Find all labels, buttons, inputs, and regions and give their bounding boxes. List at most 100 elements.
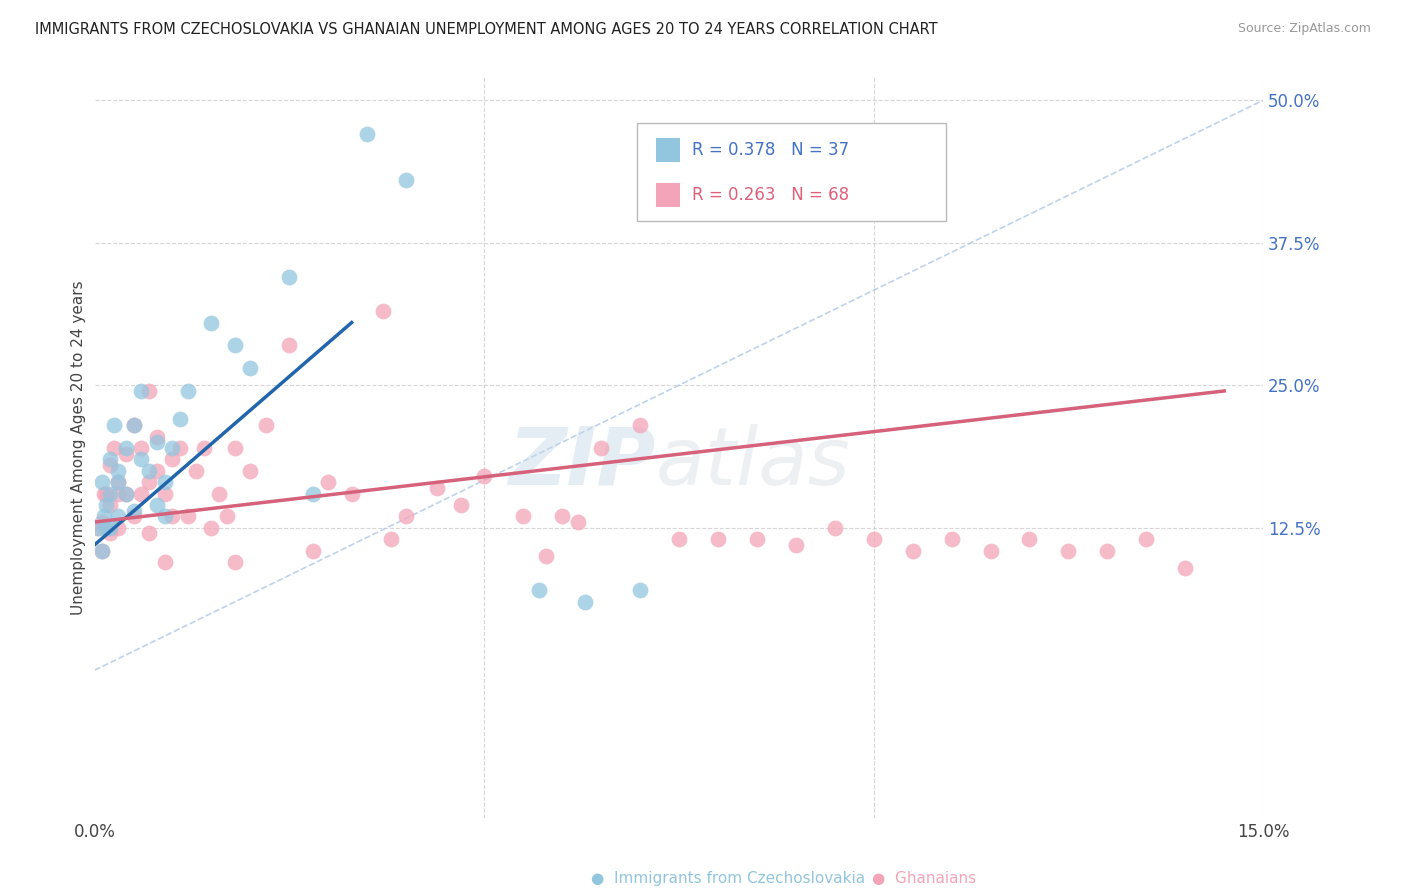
Point bbox=[122, 503, 145, 517]
Point bbox=[301, 486, 323, 500]
Point bbox=[91, 543, 114, 558]
Point bbox=[93, 486, 115, 500]
Point bbox=[589, 441, 612, 455]
Point bbox=[114, 486, 136, 500]
Point bbox=[107, 475, 129, 490]
Point bbox=[472, 469, 495, 483]
Point bbox=[153, 509, 176, 524]
Text: R = 0.263   N = 68: R = 0.263 N = 68 bbox=[692, 186, 849, 204]
Point bbox=[536, 549, 558, 564]
Point bbox=[527, 583, 550, 598]
Point bbox=[668, 532, 690, 546]
Point bbox=[1174, 560, 1197, 574]
Point bbox=[146, 429, 169, 443]
Point bbox=[138, 475, 160, 490]
Point bbox=[193, 441, 215, 455]
Point bbox=[107, 464, 129, 478]
Point bbox=[98, 526, 121, 541]
Point bbox=[1097, 543, 1119, 558]
Point bbox=[239, 361, 262, 376]
Point bbox=[91, 515, 114, 529]
Point bbox=[91, 543, 114, 558]
Text: Source: ZipAtlas.com: Source: ZipAtlas.com bbox=[1237, 22, 1371, 36]
Point bbox=[131, 441, 153, 455]
Point bbox=[103, 441, 125, 455]
Point bbox=[169, 412, 191, 426]
Text: ●  Immigrants from Czechoslovakia: ● Immigrants from Czechoslovakia bbox=[591, 871, 865, 886]
Point bbox=[107, 509, 129, 524]
Point bbox=[98, 486, 121, 500]
Point bbox=[169, 441, 191, 455]
Point bbox=[138, 526, 160, 541]
Point bbox=[551, 509, 574, 524]
Point bbox=[96, 486, 118, 500]
Point bbox=[177, 384, 200, 398]
Point bbox=[215, 509, 238, 524]
Point bbox=[862, 532, 884, 546]
Point bbox=[162, 452, 184, 467]
Point bbox=[745, 532, 768, 546]
Point bbox=[254, 418, 277, 433]
Point bbox=[98, 521, 121, 535]
Point bbox=[138, 384, 160, 398]
Point bbox=[278, 269, 301, 284]
Point bbox=[146, 464, 169, 478]
Point bbox=[1135, 532, 1157, 546]
Point bbox=[567, 515, 589, 529]
Point bbox=[340, 486, 363, 500]
Point bbox=[114, 486, 136, 500]
Point bbox=[278, 338, 301, 352]
Point bbox=[1057, 543, 1080, 558]
Point bbox=[512, 509, 534, 524]
Point bbox=[98, 452, 121, 467]
Point bbox=[131, 452, 153, 467]
Point bbox=[628, 583, 651, 598]
Point bbox=[131, 384, 153, 398]
Point bbox=[138, 464, 160, 478]
Point bbox=[628, 418, 651, 433]
Point bbox=[1018, 532, 1040, 546]
Point bbox=[131, 486, 153, 500]
Point bbox=[107, 475, 129, 490]
Point bbox=[87, 521, 110, 535]
Point bbox=[824, 521, 846, 535]
Point bbox=[450, 498, 472, 512]
Point bbox=[574, 595, 596, 609]
Point bbox=[707, 532, 730, 546]
Point bbox=[122, 509, 145, 524]
Point bbox=[107, 486, 129, 500]
Point bbox=[107, 521, 129, 535]
Point bbox=[114, 441, 136, 455]
Point bbox=[153, 486, 176, 500]
Point bbox=[356, 128, 378, 142]
Point bbox=[177, 509, 200, 524]
Point bbox=[941, 532, 963, 546]
Point bbox=[371, 304, 394, 318]
Point bbox=[103, 418, 125, 433]
Point bbox=[208, 486, 231, 500]
Point bbox=[98, 498, 121, 512]
Point bbox=[301, 543, 323, 558]
Point bbox=[114, 447, 136, 461]
Point bbox=[785, 538, 807, 552]
Point bbox=[224, 555, 246, 569]
Point bbox=[122, 418, 145, 433]
Text: ZIP: ZIP bbox=[508, 424, 655, 502]
Point bbox=[98, 458, 121, 472]
Point bbox=[224, 338, 246, 352]
Point bbox=[980, 543, 1002, 558]
Text: ●  Ghanaians: ● Ghanaians bbox=[872, 871, 976, 886]
Point bbox=[224, 441, 246, 455]
Point bbox=[153, 475, 176, 490]
Point bbox=[318, 475, 340, 490]
Point bbox=[162, 441, 184, 455]
Point bbox=[93, 509, 115, 524]
Point bbox=[395, 173, 418, 187]
Point bbox=[162, 509, 184, 524]
Point bbox=[395, 509, 418, 524]
Text: atlas: atlas bbox=[655, 424, 851, 502]
Y-axis label: Unemployment Among Ages 20 to 24 years: Unemployment Among Ages 20 to 24 years bbox=[72, 281, 86, 615]
Point bbox=[146, 498, 169, 512]
Text: IMMIGRANTS FROM CZECHOSLOVAKIA VS GHANAIAN UNEMPLOYMENT AMONG AGES 20 TO 24 YEAR: IMMIGRANTS FROM CZECHOSLOVAKIA VS GHANAI… bbox=[35, 22, 938, 37]
Point bbox=[239, 464, 262, 478]
